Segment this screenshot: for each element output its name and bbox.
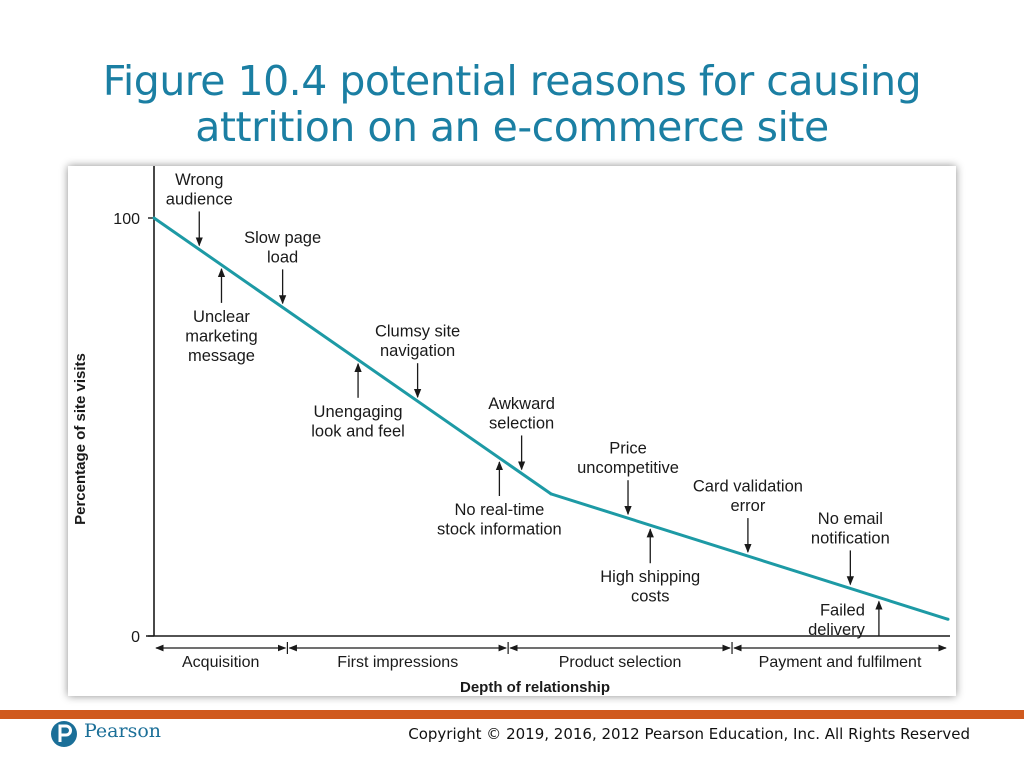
slide-title: Figure 10.4 potential reasons for causin… <box>40 58 984 150</box>
annotation-label: notification <box>811 529 890 547</box>
annotation-label: audience <box>166 190 233 208</box>
pearson-p-icon <box>51 721 77 747</box>
pearson-wordmark: Pearson <box>84 720 162 742</box>
annotation-label: Awkward <box>488 395 555 413</box>
title-line-1: Figure 10.4 potential reasons for causin… <box>102 57 922 105</box>
stage-label: Payment and fulfilment <box>759 654 922 671</box>
annotation-label: navigation <box>380 342 455 360</box>
stage-label: Product selection <box>559 654 682 671</box>
annotation-label: No email <box>818 510 883 528</box>
y-tick-label: 100 <box>113 211 140 228</box>
figure-panel: 100 0 Percentage of site visits Acquisition… <box>68 166 956 696</box>
annotation-label: Unclear <box>193 308 250 326</box>
annotation-label: stock information <box>437 521 562 539</box>
footer-bar <box>0 710 1024 768</box>
y-tick-label: 0 <box>131 629 140 646</box>
x-axis-label: Depth of relationship <box>460 679 610 696</box>
annotation-label: Price <box>609 440 647 458</box>
series-point <box>946 617 950 621</box>
annotation-label: High shipping <box>600 568 700 586</box>
stage-label: Acquisition <box>182 654 259 671</box>
series-point <box>152 216 156 220</box>
annotation-label: Failed <box>820 601 865 619</box>
annotation-label: Wrong <box>175 171 223 189</box>
annotation-label: delivery <box>808 621 866 639</box>
annotation-label: Slow page <box>244 229 321 247</box>
title-line-2: attrition on an e-commerce site <box>195 103 829 151</box>
annotation-label: costs <box>631 588 670 606</box>
annotation-label: Clumsy site <box>375 323 460 341</box>
annotation-label: uncompetitive <box>577 459 679 477</box>
copyright-text: Copyright © 2019, 2016, 2012 Pearson Edu… <box>408 725 970 743</box>
annotation-label: load <box>267 248 298 266</box>
series-point <box>549 492 553 496</box>
footer-stripe <box>0 710 1024 719</box>
stage-label: First impressions <box>337 654 458 671</box>
annotation-label: Card validation <box>693 478 803 496</box>
annotation-label: No real-time <box>454 501 544 519</box>
annotation-label: error <box>730 497 765 515</box>
annotation-label: selection <box>489 414 554 432</box>
annotation-label: message <box>188 347 255 365</box>
y-axis-label: Percentage of site visits <box>72 353 89 525</box>
attrition-line-chart: 100 0 Percentage of site visits Acquisition… <box>72 166 950 696</box>
annotation-label: marketing <box>185 327 257 345</box>
annotation-label: Unengaging <box>314 403 403 421</box>
annotation-label: look and feel <box>311 422 405 440</box>
